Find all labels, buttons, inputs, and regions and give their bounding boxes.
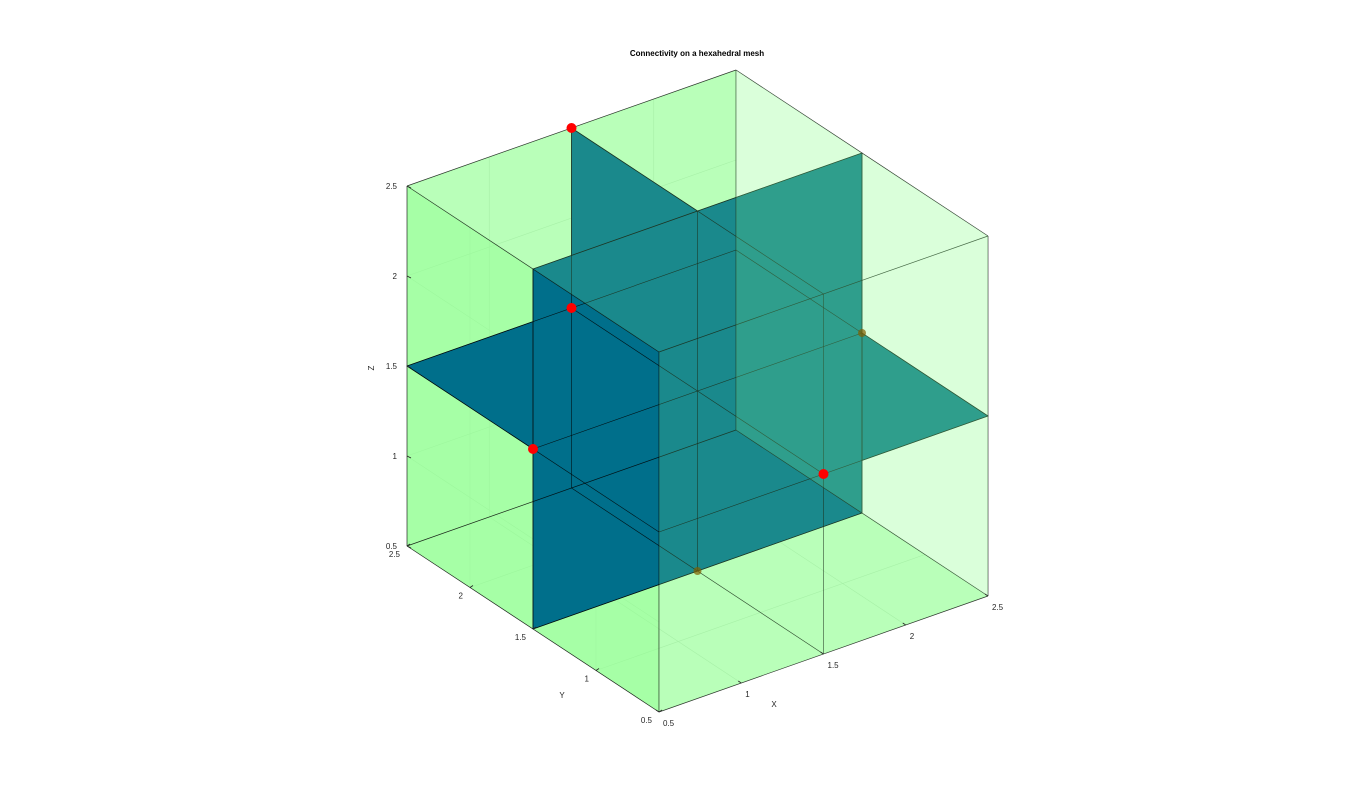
x-tick-label: 2 <box>910 632 915 641</box>
x-tick-mark <box>655 709 660 713</box>
y-tick-label: 1 <box>585 675 590 684</box>
y-tick-mark <box>658 709 663 713</box>
connectivity-point <box>528 444 538 454</box>
connectivity-point <box>818 469 829 479</box>
x-tick-label: 0.5 <box>663 719 675 728</box>
x-tick-mark <box>820 651 824 655</box>
cell-face-front <box>823 236 988 654</box>
y-tick-mark <box>595 668 600 671</box>
x-tick-label: 1.5 <box>828 661 840 670</box>
z-tick-label: 1.5 <box>386 362 398 371</box>
y-tick-mark <box>406 543 411 547</box>
z-tick-mark <box>406 275 412 279</box>
cell-face-front <box>407 70 988 352</box>
z-tick-mark <box>406 455 412 459</box>
mesh-edge <box>532 332 863 450</box>
x-tick-mark <box>738 680 742 684</box>
z-tick-label: 1 <box>393 452 398 461</box>
connectivity-point <box>693 567 702 575</box>
x-tick-mark <box>984 593 989 597</box>
z-tick-mark <box>406 365 412 369</box>
y-axis-label: Y <box>559 691 565 700</box>
cell-face-front <box>659 294 824 712</box>
connectivity-point <box>858 329 866 337</box>
z-tick-label: 2.5 <box>386 182 398 191</box>
z-tick-label: 2 <box>393 272 398 281</box>
z-tick-mark <box>406 185 412 189</box>
chart-title: Connectivity on a hexahedral mesh <box>630 49 764 58</box>
x-tick-mark <box>902 622 906 626</box>
z-axis-label: Z <box>367 365 376 370</box>
y-tick-mark <box>469 585 474 588</box>
x-tick-label: 1 <box>745 690 750 699</box>
x-axis-label: X <box>771 700 777 709</box>
y-tick-label: 1.5 <box>515 633 527 642</box>
z-tick-label: 0.5 <box>386 542 398 551</box>
connectivity-points <box>528 123 866 575</box>
x-tick-label: 2.5 <box>992 603 1004 612</box>
axis-ticks: 0.511.522.50.511.522.50.511.522.5 <box>386 182 1004 728</box>
y-tick-label: 0.5 <box>641 716 653 725</box>
connectivity-point <box>566 303 577 313</box>
z-tick-mark <box>406 545 412 549</box>
y-tick-label: 2 <box>459 592 464 601</box>
connectivity-point <box>566 123 577 133</box>
y-tick-mark <box>532 626 537 630</box>
y-tick-label: 2.5 <box>389 550 401 559</box>
